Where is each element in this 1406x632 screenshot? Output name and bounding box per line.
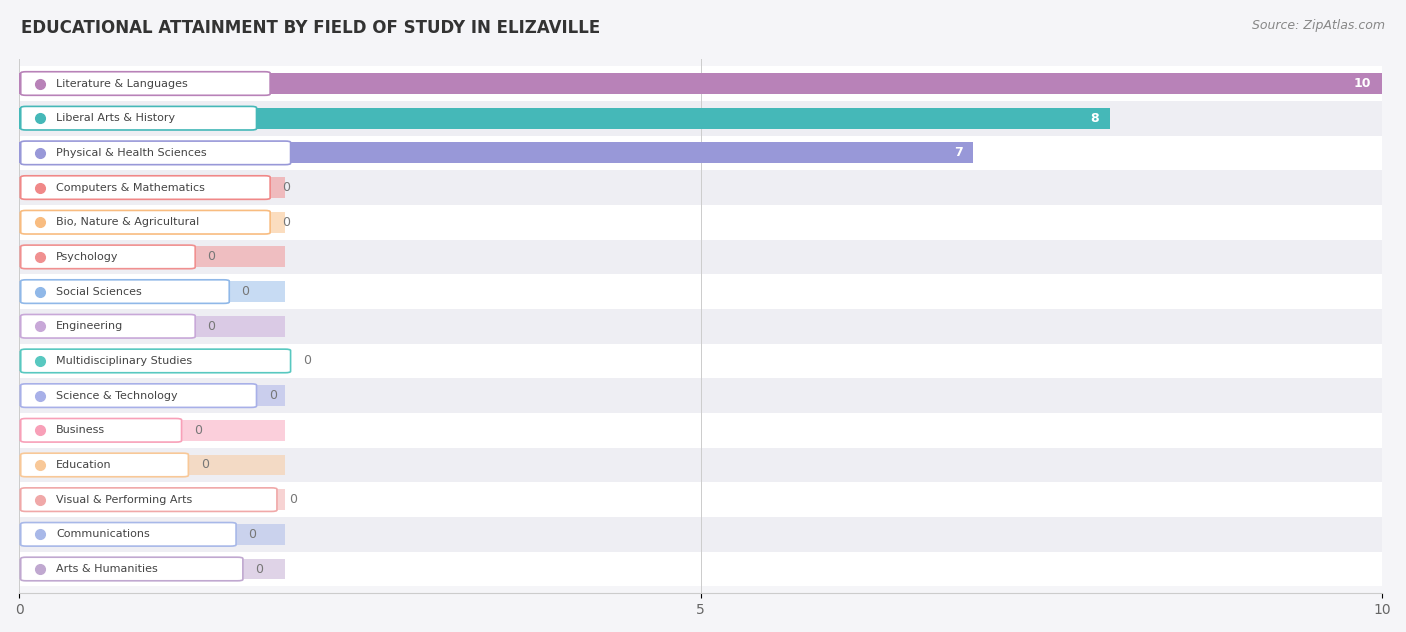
Text: Social Sciences: Social Sciences <box>56 286 142 296</box>
FancyBboxPatch shape <box>21 488 277 511</box>
Text: Source: ZipAtlas.com: Source: ZipAtlas.com <box>1251 19 1385 32</box>
Bar <box>20 524 285 545</box>
Bar <box>20 177 285 198</box>
Text: 0: 0 <box>194 424 202 437</box>
FancyBboxPatch shape <box>21 210 270 234</box>
Text: Education: Education <box>56 460 112 470</box>
Text: 0: 0 <box>269 389 277 402</box>
Bar <box>20 379 1382 413</box>
Bar <box>20 316 285 337</box>
Bar <box>20 240 1382 274</box>
Bar <box>20 212 285 233</box>
Text: 0: 0 <box>201 458 208 471</box>
Bar <box>20 420 285 441</box>
Text: Communications: Communications <box>56 530 150 539</box>
Bar <box>20 447 1382 482</box>
Bar <box>20 142 973 163</box>
Bar <box>20 101 1382 135</box>
Bar <box>20 351 285 372</box>
Text: Liberal Arts & History: Liberal Arts & History <box>56 113 176 123</box>
Text: Bio, Nature & Agricultural: Bio, Nature & Agricultural <box>56 217 200 228</box>
Bar <box>20 489 285 510</box>
Text: Business: Business <box>56 425 105 435</box>
FancyBboxPatch shape <box>21 557 243 581</box>
Bar <box>20 170 1382 205</box>
Text: 0: 0 <box>208 250 215 264</box>
FancyBboxPatch shape <box>21 453 188 477</box>
FancyBboxPatch shape <box>21 523 236 546</box>
Bar <box>20 205 1382 240</box>
Text: Multidisciplinary Studies: Multidisciplinary Studies <box>56 356 193 366</box>
Text: 0: 0 <box>302 355 311 367</box>
Text: 8: 8 <box>1090 112 1098 125</box>
Bar <box>20 413 1382 447</box>
Text: 0: 0 <box>283 216 291 229</box>
Text: EDUCATIONAL ATTAINMENT BY FIELD OF STUDY IN ELIZAVILLE: EDUCATIONAL ATTAINMENT BY FIELD OF STUDY… <box>21 19 600 37</box>
Bar <box>20 108 1109 128</box>
Bar <box>20 309 1382 344</box>
Bar <box>20 552 1382 586</box>
Bar <box>20 386 285 406</box>
FancyBboxPatch shape <box>21 418 181 442</box>
Bar <box>20 559 285 580</box>
Text: Visual & Performing Arts: Visual & Performing Arts <box>56 495 193 504</box>
Text: 0: 0 <box>290 493 297 506</box>
Text: Physical & Health Sciences: Physical & Health Sciences <box>56 148 207 158</box>
Text: Science & Technology: Science & Technology <box>56 391 177 401</box>
FancyBboxPatch shape <box>21 315 195 338</box>
Bar <box>20 281 285 302</box>
Text: Psychology: Psychology <box>56 252 118 262</box>
Text: Arts & Humanities: Arts & Humanities <box>56 564 157 574</box>
Text: 7: 7 <box>953 147 963 159</box>
Bar <box>20 482 1382 517</box>
Bar <box>20 246 285 267</box>
FancyBboxPatch shape <box>21 384 256 408</box>
Bar <box>20 73 1382 94</box>
FancyBboxPatch shape <box>21 106 256 130</box>
Bar <box>20 344 1382 379</box>
Text: 0: 0 <box>254 562 263 576</box>
Text: 10: 10 <box>1354 77 1371 90</box>
FancyBboxPatch shape <box>21 349 291 373</box>
Bar <box>20 135 1382 170</box>
FancyBboxPatch shape <box>21 245 195 269</box>
Bar <box>20 454 285 475</box>
Text: 0: 0 <box>283 181 291 194</box>
Bar <box>20 274 1382 309</box>
FancyBboxPatch shape <box>21 176 270 199</box>
FancyBboxPatch shape <box>21 141 291 165</box>
FancyBboxPatch shape <box>21 280 229 303</box>
Text: Computers & Mathematics: Computers & Mathematics <box>56 183 205 193</box>
Bar <box>20 66 1382 101</box>
Text: Literature & Languages: Literature & Languages <box>56 78 188 88</box>
FancyBboxPatch shape <box>21 71 270 95</box>
Text: 0: 0 <box>242 285 249 298</box>
Text: 0: 0 <box>249 528 256 541</box>
Text: 0: 0 <box>208 320 215 333</box>
Bar <box>20 517 1382 552</box>
Text: Engineering: Engineering <box>56 321 124 331</box>
